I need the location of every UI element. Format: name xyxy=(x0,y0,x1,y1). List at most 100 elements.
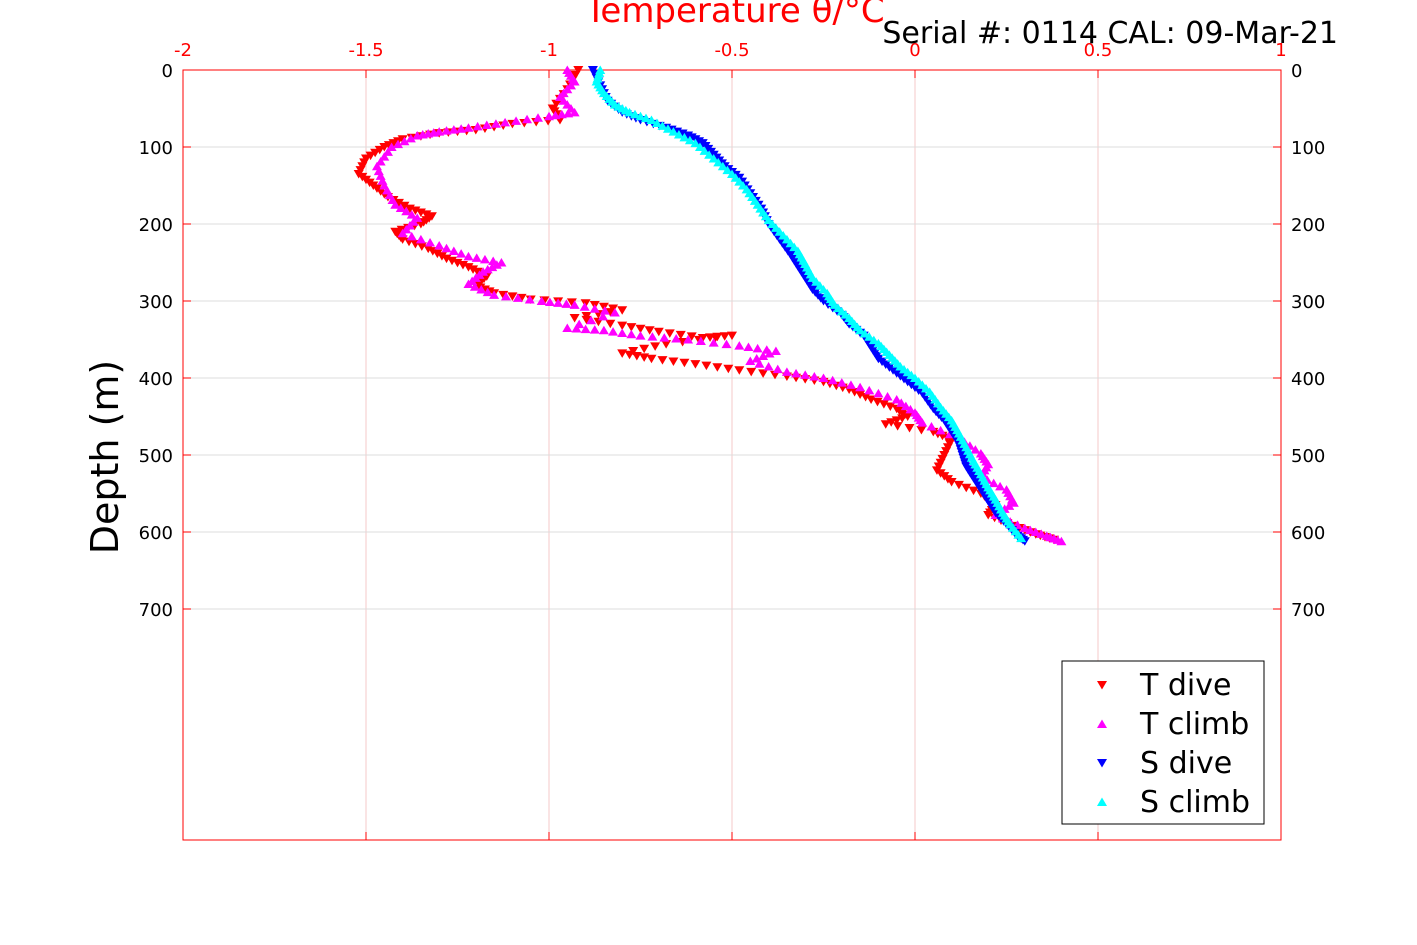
data-point xyxy=(719,332,730,341)
data-point xyxy=(855,390,866,400)
data-point xyxy=(569,107,580,117)
data-point xyxy=(647,332,658,341)
data-point xyxy=(605,308,616,317)
data-point xyxy=(657,121,668,130)
data-point xyxy=(441,126,452,135)
x-tick-label: -1.5 xyxy=(348,40,383,61)
data-point xyxy=(436,252,447,261)
data-point xyxy=(434,241,445,250)
x-tick-label: 1 xyxy=(1275,40,1286,61)
data-point xyxy=(399,136,410,146)
data-point xyxy=(764,349,775,358)
data-point xyxy=(617,306,628,315)
data-point xyxy=(415,234,426,244)
legend-label: T dive xyxy=(1139,668,1231,703)
y-tick-label-left: 500 xyxy=(139,446,173,467)
data-point xyxy=(379,152,390,161)
data-point xyxy=(708,154,719,163)
data-point xyxy=(489,290,500,299)
y-tick-label-left: 100 xyxy=(139,138,173,159)
data-point xyxy=(390,200,401,209)
data-point xyxy=(624,350,635,360)
data-point xyxy=(664,329,675,338)
data-point xyxy=(589,304,600,313)
data-point xyxy=(772,364,783,374)
data-point xyxy=(873,388,884,398)
data-point xyxy=(608,327,619,336)
data-point xyxy=(406,210,417,219)
data-point xyxy=(659,333,670,342)
data-point xyxy=(463,279,474,289)
legend-marker xyxy=(1097,719,1107,728)
data-point xyxy=(657,356,668,365)
data-point xyxy=(717,161,728,171)
data-point xyxy=(791,368,802,378)
data-point xyxy=(522,114,533,124)
data-point xyxy=(393,139,404,149)
data-point xyxy=(580,299,591,308)
data-point xyxy=(617,328,628,337)
chart-subtitle: Serial #: 0114 CAL: 09-Mar-21 xyxy=(882,16,1338,51)
data-point xyxy=(1056,536,1067,546)
data-point xyxy=(370,148,381,158)
data-point xyxy=(650,342,661,351)
data-point xyxy=(727,331,737,341)
data-points xyxy=(353,65,1067,546)
data-point xyxy=(892,422,903,431)
data-point xyxy=(758,351,769,361)
y-tick-label-right: 600 xyxy=(1291,523,1325,544)
data-point xyxy=(905,404,916,414)
data-point xyxy=(722,165,733,175)
data-point xyxy=(690,138,701,148)
data-point xyxy=(597,311,608,321)
data-point xyxy=(781,367,792,376)
x-tick-label: 0.5 xyxy=(1084,40,1113,61)
data-point xyxy=(935,425,946,435)
data-point xyxy=(668,127,679,136)
data-point xyxy=(752,343,763,353)
x-tick-label: -0.5 xyxy=(714,40,749,61)
data-point xyxy=(896,398,907,407)
data-point xyxy=(734,341,745,350)
data-point xyxy=(882,391,893,401)
data-point xyxy=(872,397,883,407)
data-point xyxy=(393,198,404,208)
data-point xyxy=(1036,529,1047,538)
data-point xyxy=(763,361,774,371)
data-point xyxy=(551,99,562,109)
data-point xyxy=(800,370,811,379)
data-point xyxy=(382,147,393,156)
data-point xyxy=(1008,498,1019,507)
y-tick-label-right: 400 xyxy=(1291,369,1325,390)
data-point xyxy=(469,282,480,291)
data-point xyxy=(1030,527,1041,536)
data-point xyxy=(536,296,547,305)
data-point xyxy=(868,335,879,345)
data-point xyxy=(695,336,706,346)
data-point xyxy=(569,300,580,309)
data-point xyxy=(671,334,682,343)
data-point xyxy=(463,251,474,261)
y-tick-label-left: 200 xyxy=(139,215,173,236)
data-point xyxy=(448,246,459,255)
data-point xyxy=(463,263,474,272)
y-tick-label-right: 100 xyxy=(1291,138,1325,159)
data-point xyxy=(683,335,694,344)
data-point xyxy=(476,284,487,294)
data-point xyxy=(579,302,590,311)
legend-label: S climb xyxy=(1140,785,1250,820)
data-point xyxy=(640,113,651,123)
data-point xyxy=(397,228,408,238)
y-tick-label-right: 700 xyxy=(1291,600,1325,621)
data-point xyxy=(412,130,423,140)
series-s-climb xyxy=(591,65,1027,543)
data-point xyxy=(589,325,600,334)
data-point xyxy=(699,146,710,155)
data-point xyxy=(395,203,406,213)
data-point xyxy=(479,254,490,264)
data-point xyxy=(953,480,964,490)
data-point xyxy=(441,243,452,253)
legend-label: T climb xyxy=(1139,707,1249,742)
data-point xyxy=(995,481,1006,491)
